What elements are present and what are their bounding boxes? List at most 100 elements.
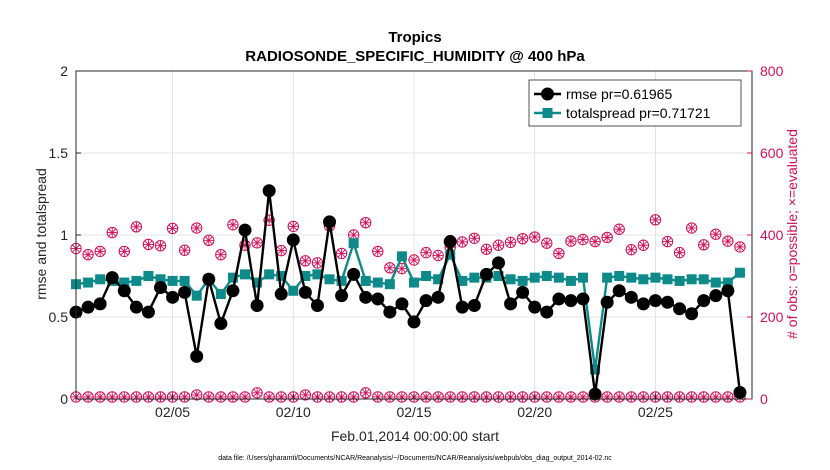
totalspread-point bbox=[240, 269, 250, 280]
rmse-point bbox=[733, 385, 747, 399]
rmse-point bbox=[504, 297, 518, 311]
totalspread-point bbox=[541, 271, 552, 281]
obs-evaluated-marker bbox=[434, 251, 442, 260]
obs-possible-point bbox=[613, 223, 625, 235]
obs-evaluated-point bbox=[323, 391, 336, 403]
obs-evaluated-point bbox=[613, 391, 625, 403]
obs-possible-marker bbox=[178, 244, 191, 256]
rmse-point bbox=[540, 305, 554, 319]
obs-possible-marker bbox=[239, 391, 251, 403]
obs-evaluated-point bbox=[685, 391, 698, 403]
rmse-point bbox=[323, 215, 336, 229]
obs-possible-marker bbox=[685, 222, 698, 234]
rmse-point bbox=[347, 267, 361, 281]
obs-evaluated-marker bbox=[699, 240, 708, 249]
rmse-point bbox=[600, 295, 614, 309]
obs-evaluated-point bbox=[215, 391, 227, 403]
obs-possible-marker bbox=[166, 391, 179, 403]
rmse-series bbox=[69, 184, 747, 401]
obs-possible-marker bbox=[106, 391, 118, 403]
obs-possible-marker bbox=[661, 235, 674, 248]
totalspread-point bbox=[722, 277, 733, 288]
y2-tick-label: 0 bbox=[760, 391, 768, 407]
obs-possible-marker bbox=[565, 235, 577, 247]
totalspread-point bbox=[710, 277, 721, 288]
obs-possible-marker bbox=[94, 391, 106, 403]
obs-possible-marker bbox=[432, 249, 444, 262]
obs-possible-marker bbox=[372, 391, 384, 403]
obs-possible-marker bbox=[649, 391, 662, 403]
rmse-point bbox=[516, 285, 530, 299]
totalspread-point bbox=[191, 290, 202, 301]
obs-possible-marker bbox=[516, 391, 529, 403]
totalspread-point bbox=[602, 272, 613, 283]
obs-possible-point bbox=[335, 247, 348, 260]
obs-possible-point bbox=[480, 243, 493, 256]
obs-possible-marker bbox=[360, 387, 372, 399]
legend-spread-label: totalspread pr=0.71721 bbox=[566, 105, 711, 121]
legend-spread-marker bbox=[542, 108, 553, 118]
rmse-point bbox=[479, 267, 493, 281]
obs-possible-marker bbox=[492, 239, 505, 251]
legend: rmse pr=0.61965 totalspread pr=0.71721 bbox=[528, 79, 742, 127]
data-file-footnote: data file: /Users/gharamti/Documents/NCA… bbox=[218, 455, 612, 462]
obs-evaluated-point bbox=[480, 391, 493, 403]
obs-possible-marker bbox=[468, 232, 481, 244]
obs-possible-marker bbox=[529, 231, 541, 243]
totalspread-point bbox=[336, 275, 347, 286]
totalspread-point bbox=[734, 267, 745, 278]
obs-possible-marker bbox=[698, 239, 710, 251]
y-tick-label: 1 bbox=[60, 227, 68, 243]
obs-possible-marker bbox=[468, 391, 481, 403]
obs-evaluated-marker bbox=[603, 233, 611, 242]
obs-possible-marker bbox=[130, 221, 143, 233]
totalspread-point bbox=[300, 271, 311, 281]
obs-evaluated-marker bbox=[494, 241, 503, 250]
obs-possible-point bbox=[118, 245, 130, 258]
rmse-point bbox=[141, 305, 155, 319]
y2-tick-label: 600 bbox=[760, 145, 784, 161]
obs-possible-point bbox=[287, 220, 299, 233]
obs-evaluated-marker bbox=[627, 245, 636, 254]
obs-possible-marker bbox=[553, 247, 565, 260]
obs-evaluated-marker bbox=[301, 391, 310, 399]
rmse-point bbox=[81, 300, 95, 314]
obs-possible-point bbox=[516, 232, 529, 245]
x-tick-label: 02/10 bbox=[276, 404, 311, 420]
rmse-point bbox=[117, 284, 131, 298]
legend-rmse-marker bbox=[541, 87, 554, 101]
rmse-point bbox=[697, 294, 711, 308]
totalspread-point bbox=[384, 279, 395, 290]
obs-evaluated-marker bbox=[711, 230, 720, 239]
obs-possible-point bbox=[589, 235, 601, 248]
obs-possible-marker bbox=[384, 262, 396, 274]
obs-possible-marker bbox=[251, 387, 263, 399]
obs-evaluated-marker bbox=[386, 263, 394, 272]
obs-evaluated-point bbox=[553, 391, 565, 403]
obs-possible-marker bbox=[637, 239, 650, 251]
obs-evaluated-marker bbox=[639, 241, 648, 250]
obs-possible-marker bbox=[613, 223, 625, 235]
obs-possible-marker bbox=[710, 391, 722, 403]
totalspread-point bbox=[409, 277, 419, 288]
obs-evaluated-marker bbox=[567, 237, 575, 246]
y2-axis-label: # of obs: o=possible; ×=evaluated bbox=[784, 129, 800, 339]
x-tick-label: 02/05 bbox=[155, 404, 190, 420]
rmse-point bbox=[298, 285, 312, 299]
totalspread-point bbox=[252, 277, 263, 288]
obs-evaluated-marker bbox=[108, 228, 117, 237]
obs-possible-point bbox=[553, 247, 565, 260]
obs-possible-marker bbox=[263, 214, 275, 226]
rmse-point bbox=[286, 233, 300, 247]
obs-evaluated-point bbox=[673, 391, 686, 403]
y-axis-label: rmse and totalspread bbox=[33, 168, 49, 300]
totalspread-point bbox=[276, 271, 287, 281]
totalspread-point bbox=[674, 275, 685, 286]
rmse-point bbox=[685, 307, 699, 321]
obs-evaluated-point bbox=[504, 391, 517, 403]
obs-evaluated-point bbox=[541, 391, 553, 403]
obs-possible-point bbox=[142, 238, 155, 251]
obs-possible-marker bbox=[685, 391, 698, 403]
obs-evaluated-point bbox=[637, 391, 650, 403]
